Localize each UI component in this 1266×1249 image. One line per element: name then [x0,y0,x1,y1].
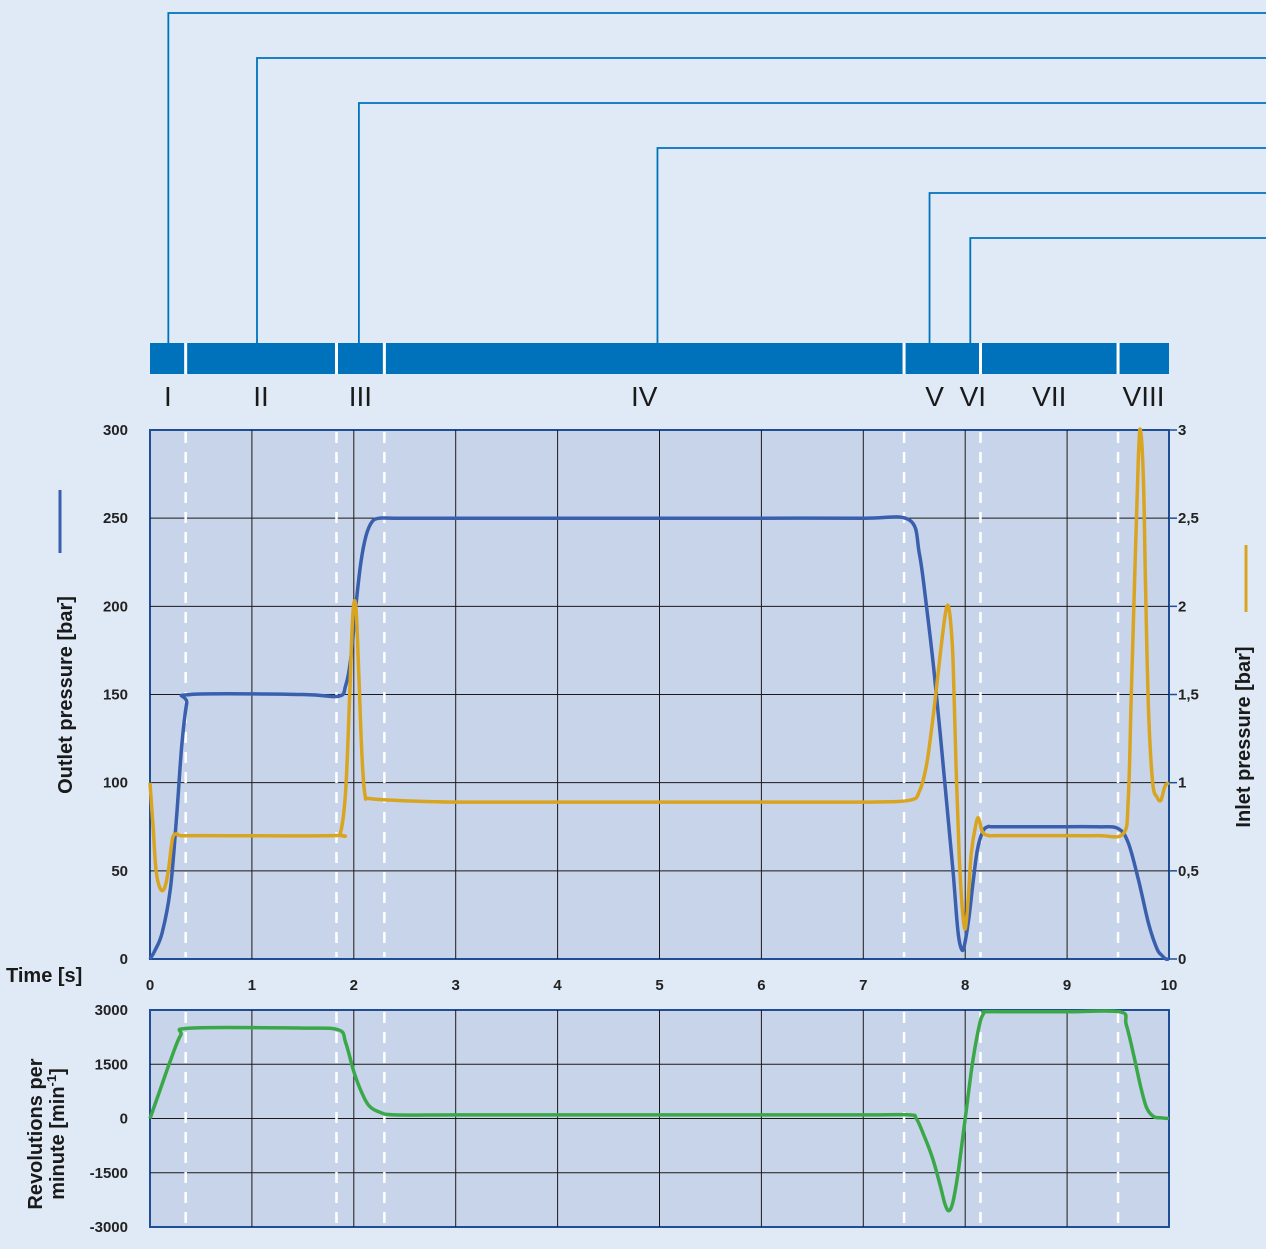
outlet-tick-label: 50 [111,863,128,880]
rpm-phase-dividers [184,1012,1120,1225]
inlet-tick-label: 3 [1178,422,1186,439]
rpm-axis-label-close: ] [47,1068,69,1075]
x-tick-label: 7 [859,977,867,994]
outlet-tick-label: 300 [103,422,128,439]
phase-callout-line [256,57,1266,343]
x-tick-label: 9 [1063,977,1071,994]
phase-label: III [349,381,372,412]
phase-label: I [164,381,172,412]
rpm-tick-label: 3000 [95,1002,128,1019]
rpm-tick-labels: 3000 1500 0 -1500 -3000 [90,1002,128,1236]
inlet-tick-label: 1 [1178,775,1186,792]
x-tick-label: 8 [961,977,969,994]
phase-label: VI [960,381,986,412]
x-tick-label: 3 [452,977,460,994]
inlet-tick-label: 0 [1178,951,1186,968]
phase-label: VIII [1123,381,1165,412]
phase-label: VII [1032,381,1066,412]
inlet-axis-label: Inlet pressure [bar] [1233,646,1255,827]
phase-callout-line [969,237,1266,343]
rpm-tick-label: 1500 [95,1056,128,1073]
inlet-tick-label: 1,5 [1178,687,1199,704]
rpm-tick-label: -1500 [90,1165,128,1182]
inlet-pressure-line [148,427,1171,931]
phase-callout-line [656,147,1266,343]
x-tick-label: 4 [553,977,562,994]
phase-callout-lines [167,12,1266,343]
outlet-tick-label: 250 [103,510,128,527]
rpm-axis-label-sup: -1 [44,1075,59,1087]
rpm-tick-label: 0 [120,1111,128,1128]
rpm-grid [150,1010,1169,1227]
phase-label: II [253,381,269,412]
time-axis-label: Time [s] [6,965,82,987]
outlet-axis-label: Outlet pressure [bar] [55,596,77,794]
outlet-tick-label: 150 [103,687,128,704]
pressure-series-lines [148,427,1171,962]
x-tick-label: 0 [146,977,154,994]
inlet-tick-label: 2 [1178,598,1186,615]
phase-labels: I II III IV V VI VII VIII [164,381,1165,412]
x-tick-label: 5 [655,977,663,994]
outlet-tick-label: 100 [103,775,128,792]
x-tick-label: 10 [1161,977,1178,994]
inlet-tick-label: 0,5 [1178,863,1199,880]
phase-callout-line [167,12,1266,343]
phase-bar-fill [150,343,1169,374]
phase-callout-line [928,192,1266,343]
phase-label: V [925,381,944,412]
x-tick-label: 2 [350,977,358,994]
rpm-axis-label-line1: Revolutions per [25,1058,47,1209]
outlet-tick-label: 200 [103,598,128,615]
x-tick-label: 1 [248,977,256,994]
inlet-tick-label: 2,5 [1178,510,1199,527]
outlet-tick-label: 0 [120,951,128,968]
outlet-pressure-line [148,515,1170,962]
pressure-tick-labels: 0 1 2 3 4 5 6 7 8 9 1030025020015010050032,521,510… [103,422,1199,994]
rpm-series-lines [148,1009,1170,1213]
rpm-tick-label: -3000 [90,1219,128,1236]
x-tick-label: 6 [757,977,765,994]
phase-callout-line [357,102,1266,343]
rpm-axis-label-line2: minute [min-1] [44,1068,69,1200]
rpm-axis-label-main: minute [min [47,1086,69,1199]
phase-label: IV [631,381,658,412]
phase-bar [150,343,1169,374]
rpm-line [148,1009,1170,1213]
